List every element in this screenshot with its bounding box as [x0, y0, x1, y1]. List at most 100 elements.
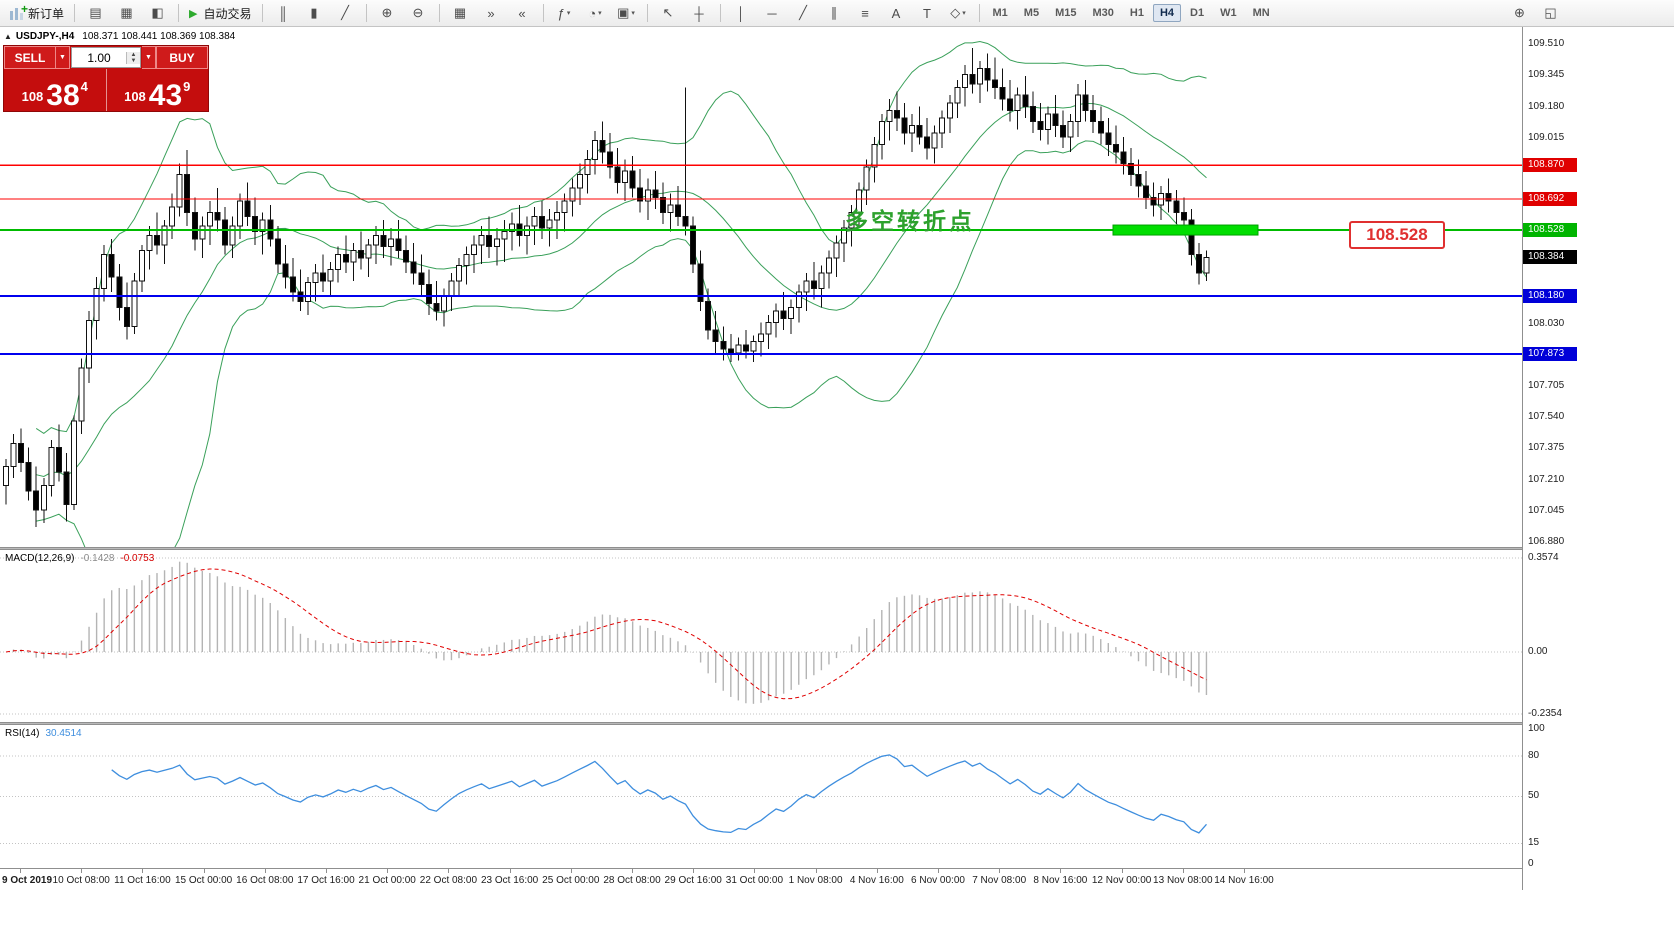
sell-button[interactable]: SELL: [4, 46, 56, 69]
auto-trading-button[interactable]: ▶ 自动交易: [184, 2, 256, 24]
symbol-search-icon[interactable]: ⊕: [1514, 5, 1525, 20]
time-axis[interactable]: 9 Oct 2019 10 Oct 08:00 11 Oct 16:00 15 Oct…: [0, 868, 1522, 891]
tile-windows-icon[interactable]: ▦: [453, 5, 467, 20]
candle-body: [1150, 196, 1157, 206]
crosshair-icon[interactable]: ┼: [694, 5, 704, 21]
candle-body: [410, 261, 417, 274]
candle-body: [1014, 94, 1021, 111]
one-click-trading-panel: SELL ▼ 1.00 ▲ ▼ ▼ BUY 108 38 4 108 43 9: [3, 45, 209, 112]
candle-body: [380, 234, 387, 248]
price-tag: 108.692: [1523, 191, 1577, 206]
candle-body: [312, 272, 319, 284]
price-tick-label: 109.015: [1528, 131, 1565, 143]
shapes-icon[interactable]: ◇ ▾: [950, 5, 966, 20]
price-axis[interactable]: 109.510 109.345 109.180 109.015 108.870 108.6…: [1522, 27, 1674, 890]
buy-options-caret-icon[interactable]: ▼: [142, 46, 156, 69]
macd-label: MACD(12,26,9): [5, 553, 75, 564]
macd-signal-line: [5, 568, 1207, 700]
timeframe-D1[interactable]: D1: [1190, 7, 1205, 19]
chart-shift-icon[interactable]: «: [518, 5, 526, 21]
macd-indicator-panel[interactable]: [0, 550, 1522, 722]
price-tick-label: 0.3574: [1528, 552, 1559, 563]
zoom-in-icon[interactable]: ⊕: [381, 5, 393, 20]
volume-increase-button[interactable]: ▲: [127, 51, 140, 58]
line-chart-icon[interactable]: ╱: [341, 5, 349, 20]
toolbar-separator: [178, 4, 180, 22]
cursor-icon[interactable]: ↖: [662, 5, 674, 20]
volume-field[interactable]: 1.00 ▲ ▼: [71, 47, 141, 68]
bid-price[interactable]: 108 38 4: [4, 69, 107, 111]
candle-body: [629, 170, 636, 189]
navigator-icon[interactable]: ◧: [151, 5, 164, 20]
market-watch-icon[interactable]: ▦: [120, 5, 133, 20]
highlight-rectangle[interactable]: [1112, 224, 1259, 236]
candle-body: [305, 282, 311, 303]
volume-decrease-button[interactable]: ▼: [127, 57, 140, 64]
fibonacci-icon[interactable]: ≡: [861, 5, 869, 21]
timeframe-M30[interactable]: M30: [1092, 7, 1114, 19]
candle-body: [659, 196, 666, 214]
templates-icon[interactable]: ▣ ▾: [617, 5, 635, 20]
price-tick-label: 0: [1528, 857, 1534, 869]
timeframe-M5[interactable]: M5: [1023, 7, 1040, 19]
candle-body: [123, 306, 130, 327]
ask-price[interactable]: 108 43 9: [107, 69, 209, 111]
buy-button[interactable]: BUY: [156, 46, 208, 69]
charts-panel-icon[interactable]: ▤: [89, 5, 102, 20]
candle-body: [154, 234, 160, 246]
horizontal-line-icon[interactable]: ─: [767, 5, 777, 21]
chart-text-annotation[interactable]: 多空转折点: [845, 208, 975, 234]
periods-icon[interactable]: ◔ ▾: [588, 5, 602, 21]
indicators-icon[interactable]: ƒ ▾: [557, 5, 571, 21]
candle-body: [614, 166, 621, 183]
trendline-icon[interactable]: ╱: [799, 5, 807, 20]
rsi-indicator-panel[interactable]: [0, 725, 1522, 868]
label-icon[interactable]: T: [923, 5, 931, 21]
price-callout-label[interactable]: 108.528: [1349, 221, 1445, 249]
auto-scroll-icon[interactable]: »: [487, 5, 495, 21]
candle-body: [591, 140, 598, 161]
panel-divider[interactable]: [0, 547, 1674, 550]
candle-body: [720, 340, 727, 350]
layout-icon[interactable]: ◱: [1544, 5, 1557, 20]
timeframe-M15[interactable]: M15: [1055, 7, 1077, 19]
macd-signal-value: -0.0753: [120, 553, 155, 564]
candle-body: [916, 124, 923, 138]
candle-body: [561, 200, 568, 214]
toolbar-separator: [74, 4, 76, 22]
candle-body: [1029, 106, 1036, 123]
main-price-chart[interactable]: [0, 27, 1522, 547]
price-tick-label: 107.045: [1528, 504, 1565, 516]
candlesticks-icon[interactable]: ▮: [310, 5, 318, 20]
timeframe-W1[interactable]: W1: [1220, 7, 1237, 19]
new-order-button[interactable]: + 新订单: [4, 2, 69, 24]
volume-stepper: ▲ ▼: [126, 51, 140, 64]
vertical-line-icon[interactable]: │: [736, 5, 746, 21]
candle-body: [33, 490, 40, 511]
ask-sup: 9: [183, 79, 191, 94]
candle-body: [909, 124, 915, 134]
rsi-header: RSI(14) 30.4514: [5, 728, 82, 739]
candle-body: [1112, 143, 1119, 153]
candle-body: [984, 68, 991, 81]
timeframe-M1[interactable]: M1: [992, 7, 1008, 19]
candle-body: [584, 159, 591, 176]
sell-options-caret-icon[interactable]: ▼: [56, 46, 70, 69]
time-label: 23 Oct 16:00: [480, 875, 539, 886]
time-tick: [387, 869, 389, 873]
volume-value[interactable]: 1.00: [87, 50, 111, 65]
candle-body: [440, 295, 447, 312]
text-icon[interactable]: A: [891, 5, 901, 21]
time-label: 31 Oct 00:00: [725, 875, 784, 886]
candle-body: [93, 287, 100, 322]
timeframe-MN[interactable]: MN: [1252, 7, 1270, 19]
ohlc-bars-icon[interactable]: ║: [278, 5, 288, 21]
panel-divider[interactable]: [0, 722, 1674, 725]
timeframe-H4[interactable]: H4: [1152, 4, 1181, 22]
channel-icon[interactable]: ∥: [830, 5, 838, 20]
zoom-out-icon[interactable]: ⊖: [412, 5, 424, 20]
timeframe-H1[interactable]: H1: [1129, 7, 1144, 19]
one-click-collapse-icon[interactable]: ▲: [4, 32, 12, 41]
macd-value: -0.1428: [80, 553, 115, 564]
candle-body: [1022, 94, 1029, 108]
